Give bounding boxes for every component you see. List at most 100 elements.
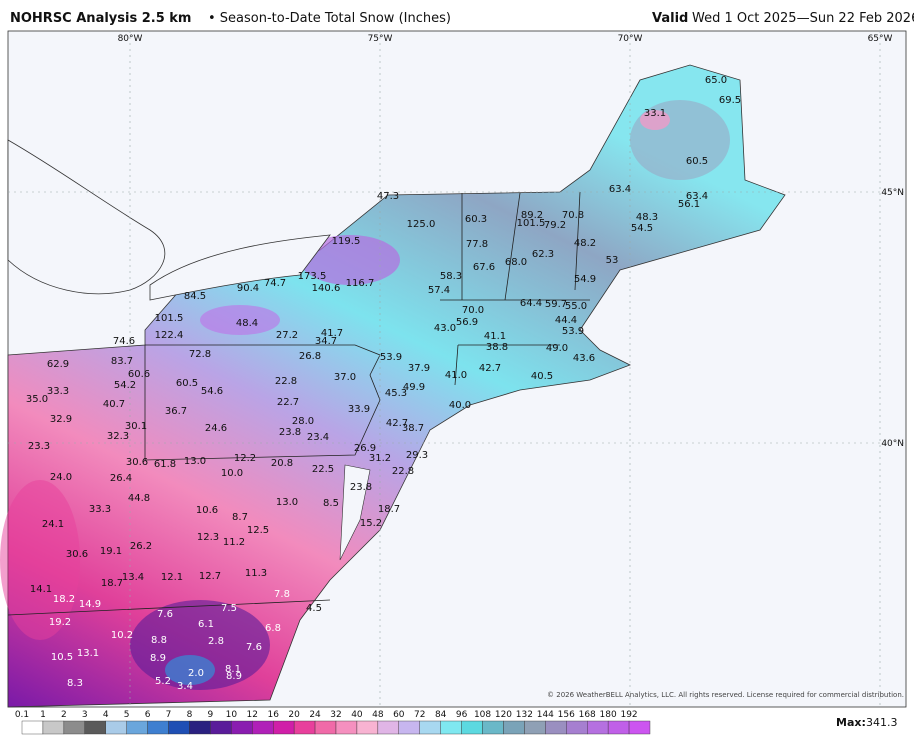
colorbar-label: 20 <box>288 710 300 720</box>
station-value: 44.8 <box>128 493 150 504</box>
colorbar-swatch <box>503 720 525 735</box>
colorbar-label: 48 <box>372 710 384 720</box>
colorbar-swatch <box>273 720 295 735</box>
station-value: 101.5 <box>517 218 546 229</box>
station-value: 30.1 <box>125 421 147 432</box>
colorbar-swatch <box>293 720 316 735</box>
colorbar-swatch <box>63 720 85 735</box>
colorbar-swatch <box>42 720 65 735</box>
station-value: 125.0 <box>407 219 436 230</box>
colorbar-swatch <box>210 720 232 735</box>
station-value: 41.0 <box>445 370 467 381</box>
station-value: 65.0 <box>705 75 727 86</box>
station-value: 26.8 <box>299 351 321 362</box>
station-value: 13.1 <box>77 648 99 659</box>
colorbar-label: 24 <box>309 710 321 720</box>
colorbar-label: 10 <box>226 710 238 720</box>
station-value: 101.5 <box>155 313 184 324</box>
station-value: 36.7 <box>165 406 187 417</box>
station-value: 2.0 <box>188 668 204 679</box>
station-value: 60.6 <box>128 369 150 380</box>
station-value: 48.2 <box>574 238 596 249</box>
lat-label: 40°N <box>881 439 904 449</box>
colorbar-swatch <box>84 720 106 735</box>
station-value: 89.2 <box>521 210 543 221</box>
station-value: 28.0 <box>292 416 314 427</box>
station-value: 33.3 <box>47 386 69 397</box>
station-value: 69.5 <box>719 95 741 106</box>
station-value: 22.8 <box>275 376 297 387</box>
station-value: 37.0 <box>334 372 356 383</box>
station-value: 60.3 <box>465 214 487 225</box>
colorbar-swatch <box>21 720 44 735</box>
colorbar-swatch <box>252 720 274 735</box>
station-value: 57.4 <box>428 285 450 296</box>
station-value: 47.3 <box>377 191 399 202</box>
station-value: 40.7 <box>103 399 125 410</box>
station-value: 122.4 <box>155 330 184 341</box>
station-value: 29.3 <box>406 450 428 461</box>
colorbar-label: 1 <box>40 710 46 720</box>
station-value: 19.1 <box>100 546 122 557</box>
station-value: 63.4 <box>609 184 631 195</box>
station-value: 48.4 <box>236 318 258 329</box>
station-value: 70.0 <box>462 305 484 316</box>
station-value: 77.8 <box>466 239 488 250</box>
station-value: 12.1 <box>161 572 183 583</box>
station-value: 23.8 <box>350 482 372 493</box>
station-value: 12.5 <box>247 525 269 536</box>
station-value: 53.9 <box>380 352 402 363</box>
station-value: 43.6 <box>573 353 595 364</box>
station-value: 54.6 <box>201 386 223 397</box>
colorbar-swatch <box>377 720 400 735</box>
station-value: 5.2 <box>155 676 171 687</box>
station-value: 14.1 <box>30 584 52 595</box>
colorbar-swatch <box>356 720 379 735</box>
station-value: 74.7 <box>264 278 286 289</box>
station-value: 18.2 <box>53 594 75 605</box>
station-value: 8.9 <box>150 653 166 664</box>
station-value: 7.6 <box>246 642 262 653</box>
station-value: 61.8 <box>154 459 176 470</box>
station-value: 173.5 <box>298 271 327 282</box>
station-value: 31.2 <box>369 453 391 464</box>
colorbar-swatch <box>335 720 358 735</box>
station-value: 70.8 <box>562 210 584 221</box>
station-value: 22.7 <box>277 397 299 408</box>
station-value: 7.8 <box>274 589 290 600</box>
station-value: 6.8 <box>265 623 281 634</box>
station-value: 23.3 <box>28 441 50 452</box>
station-value: 56.9 <box>456 317 478 328</box>
station-value: 7.6 <box>157 609 173 620</box>
valid-label: Valid <box>652 11 688 26</box>
map-land <box>0 64 786 708</box>
station-value: 11.2 <box>223 537 245 548</box>
station-value: 62.3 <box>532 249 554 260</box>
station-value: 33.3 <box>89 504 111 515</box>
colorbar-label: 0.1 <box>15 710 29 720</box>
lon-label: 70°W <box>618 34 643 44</box>
station-value: 60.5 <box>686 156 708 167</box>
station-value: 4.5 <box>306 603 322 614</box>
colorbar-label: 132 <box>516 710 533 720</box>
station-value: 23.8 <box>279 427 301 438</box>
colorbar-swatch <box>461 720 483 735</box>
station-value: 30.6 <box>126 457 148 468</box>
station-value: 23.4 <box>307 432 329 443</box>
colorbar-label: 144 <box>537 710 554 720</box>
colorbar-swatch <box>607 720 630 735</box>
station-value: 49.0 <box>546 343 568 354</box>
colorbar-label: 84 <box>435 710 447 720</box>
station-value: 37.9 <box>408 363 430 374</box>
colorbar-swatch <box>628 720 651 735</box>
colorbar-swatch <box>545 720 567 735</box>
station-value: 79.2 <box>544 220 566 231</box>
station-value: 33.1 <box>644 108 666 119</box>
station-value: 30.6 <box>66 549 88 560</box>
station-value: 83.7 <box>111 356 133 367</box>
colorbar-label: 108 <box>474 710 491 720</box>
station-value: 72.8 <box>189 349 211 360</box>
station-value: 19.2 <box>49 617 71 628</box>
station-value: 90.4 <box>237 283 259 294</box>
